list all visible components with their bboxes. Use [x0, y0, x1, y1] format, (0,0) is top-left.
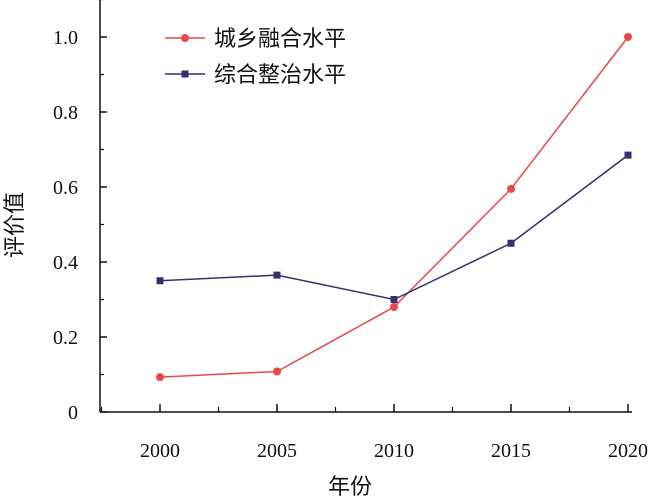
series-layer: [156, 33, 632, 382]
x-axis-title: 年份: [328, 475, 372, 499]
legend-label: 城乡融合水平: [214, 27, 346, 52]
y-tick-label: 0.6: [53, 177, 78, 199]
data-point: [273, 271, 281, 279]
series-1: [156, 33, 632, 382]
data-point: [273, 367, 281, 376]
data-point: [624, 33, 632, 41]
y-tick-label: 0: [68, 402, 78, 424]
legend-marker: [181, 34, 189, 42]
series-2: [156, 151, 632, 303]
legend-item: 综合整治水平: [165, 63, 346, 88]
y-ticks: 0 0.2 0.4 0.6 0.8 1.0: [53, 0, 107, 424]
y-axis-title: 评价值: [3, 192, 28, 258]
data-point: [507, 239, 515, 247]
data-point: [156, 277, 164, 285]
x-tick-label: 2005: [257, 440, 297, 462]
data-point: [390, 296, 398, 303]
x-tick-label: 2010: [374, 440, 414, 462]
data-point: [624, 151, 632, 159]
axes: [99, 0, 632, 413]
x-ticks: 2000 2005 2010 2015 2020: [100, 404, 648, 462]
data-point: [156, 373, 164, 382]
data-point: [507, 184, 515, 193]
data-point: [390, 303, 398, 311]
y-tick-label: 0.8: [53, 102, 78, 124]
x-tick-label: 2000: [140, 440, 180, 462]
y-tick-label: 1.0: [53, 27, 78, 49]
x-tick-label: 2015: [491, 440, 531, 462]
series-line: [159, 154, 629, 301]
legend-marker: [181, 70, 189, 78]
x-tick-label: 2020: [608, 440, 648, 462]
y-tick-label: 0.4: [53, 252, 78, 274]
legend-item: 城乡融合水平: [165, 27, 346, 52]
y-tick-label: 0.2: [53, 327, 78, 349]
legend-label: 综合整治水平: [214, 63, 346, 88]
